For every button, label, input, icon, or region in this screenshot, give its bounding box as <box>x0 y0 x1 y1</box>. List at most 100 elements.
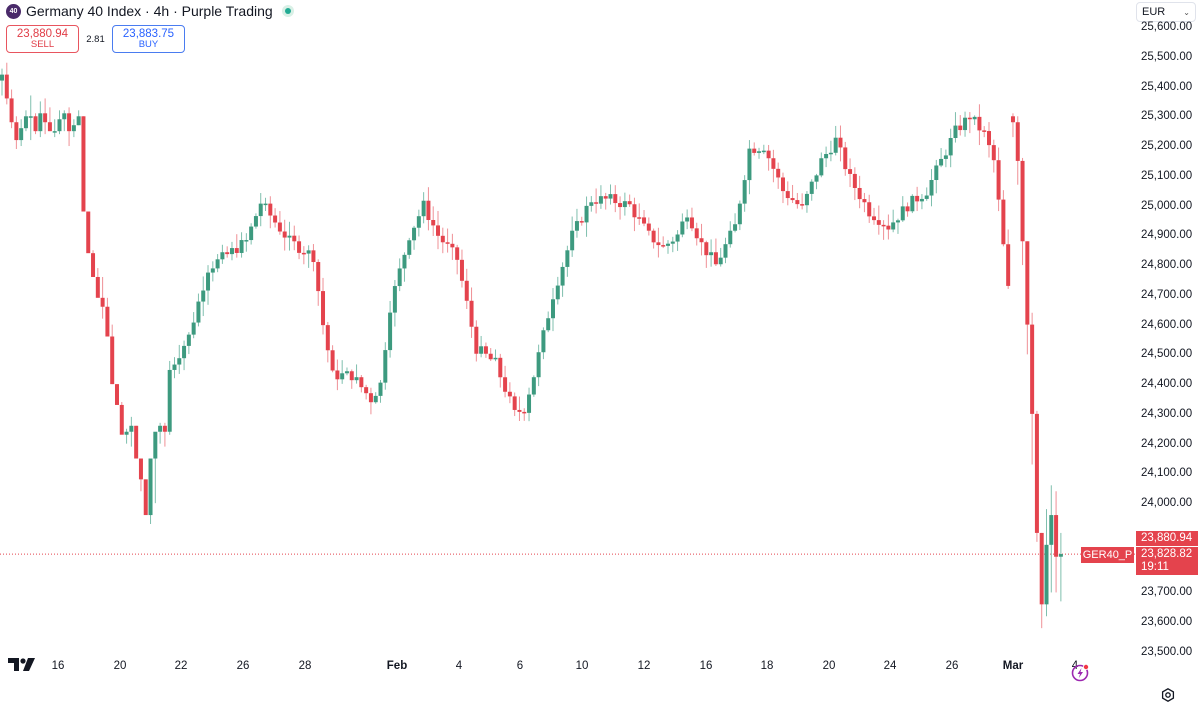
chart-legend: 40 Germany 40 Index · 4h · Purple Tradin… <box>6 3 294 19</box>
candle <box>579 216 584 226</box>
candle <box>47 107 52 132</box>
candle <box>977 104 982 146</box>
settings-gear-icon[interactable] <box>1161 688 1175 702</box>
price-axis-label: 25,200.00 <box>1141 140 1193 153</box>
candle <box>225 246 230 258</box>
candle <box>220 244 225 264</box>
candle <box>455 244 460 275</box>
candle <box>153 431 158 504</box>
candle <box>867 194 872 223</box>
candle <box>967 112 972 134</box>
candle <box>483 342 488 358</box>
candle <box>1049 485 1054 593</box>
candle <box>91 250 96 277</box>
candle <box>733 213 738 233</box>
candle <box>953 112 958 143</box>
candle <box>737 200 742 231</box>
candle <box>776 162 781 189</box>
candle <box>392 280 397 327</box>
candle <box>833 125 838 156</box>
candle <box>19 119 24 147</box>
candle <box>987 122 992 158</box>
candle <box>507 382 512 404</box>
candle <box>43 98 48 135</box>
candle <box>297 235 302 260</box>
candle <box>594 188 599 214</box>
candle <box>608 184 613 205</box>
candle <box>268 196 273 229</box>
candle <box>28 95 33 141</box>
candle <box>1054 491 1059 593</box>
candle <box>469 287 474 338</box>
last-price-tag: 23,828.82 19:11 <box>1136 547 1198 575</box>
candle <box>110 324 115 385</box>
candle <box>182 340 187 371</box>
candle <box>685 209 690 230</box>
candle <box>780 172 785 204</box>
candle <box>1006 229 1011 289</box>
candle <box>9 89 14 129</box>
candle <box>857 175 862 209</box>
candle <box>958 115 963 136</box>
candle <box>14 116 19 150</box>
candle <box>991 139 996 173</box>
candle <box>723 237 728 264</box>
time-axis-label: 4 <box>1071 660 1079 672</box>
price-axis-label: 24,200.00 <box>1141 437 1193 450</box>
candle <box>459 249 464 288</box>
candle <box>421 192 426 224</box>
candle <box>828 140 833 162</box>
candle <box>646 217 651 236</box>
candle <box>881 220 886 240</box>
candle <box>201 276 206 317</box>
last-price: 23,828.82 <box>1141 548 1193 560</box>
candle <box>541 327 546 360</box>
candle <box>622 192 627 216</box>
candlestick-chart[interactable] <box>0 0 1135 650</box>
candle <box>752 142 757 156</box>
candle <box>440 227 445 254</box>
candle <box>584 196 589 237</box>
chart-title[interactable]: Germany 40 Index · 4h · Purple Trading <box>26 3 273 19</box>
candle <box>1034 410 1039 542</box>
candle <box>598 185 603 209</box>
candle <box>546 311 551 333</box>
currency-value: EUR <box>1142 6 1166 18</box>
candle <box>574 208 579 238</box>
candle <box>244 233 249 252</box>
candle <box>306 245 311 268</box>
price-axis-label: 25,300.00 <box>1141 110 1193 123</box>
tradingview-logo-icon[interactable] <box>8 658 36 672</box>
candle <box>359 375 364 393</box>
price-axis-label: 23,700.00 <box>1141 586 1193 599</box>
candle <box>848 158 853 188</box>
candle <box>177 344 182 374</box>
candle <box>1030 312 1035 465</box>
candle <box>119 401 124 435</box>
candle <box>689 207 694 232</box>
candle <box>747 140 752 195</box>
candle <box>1010 113 1015 138</box>
currency-select[interactable]: EUR ⌄ <box>1136 2 1196 22</box>
candle <box>503 365 508 398</box>
candle <box>474 320 479 362</box>
candle <box>522 408 527 421</box>
candle <box>800 193 805 210</box>
candle <box>100 276 105 319</box>
lightning-alert-icon[interactable] <box>1071 663 1091 683</box>
candle <box>757 147 762 159</box>
buy-label: BUY <box>138 39 159 51</box>
candle <box>95 268 100 298</box>
time-axis-label: 16 <box>699 660 713 672</box>
price-axis-label: 24,100.00 <box>1141 467 1193 480</box>
candle <box>527 387 532 422</box>
sell-button[interactable]: 23,880.94 SELL <box>6 25 79 53</box>
candle <box>62 110 67 132</box>
candle <box>287 221 292 251</box>
candle <box>852 167 857 201</box>
buy-button[interactable]: 23,883.75 BUY <box>112 25 185 53</box>
candle <box>52 119 57 138</box>
candle <box>1025 241 1030 355</box>
candle <box>704 240 709 268</box>
candle <box>1001 190 1006 247</box>
